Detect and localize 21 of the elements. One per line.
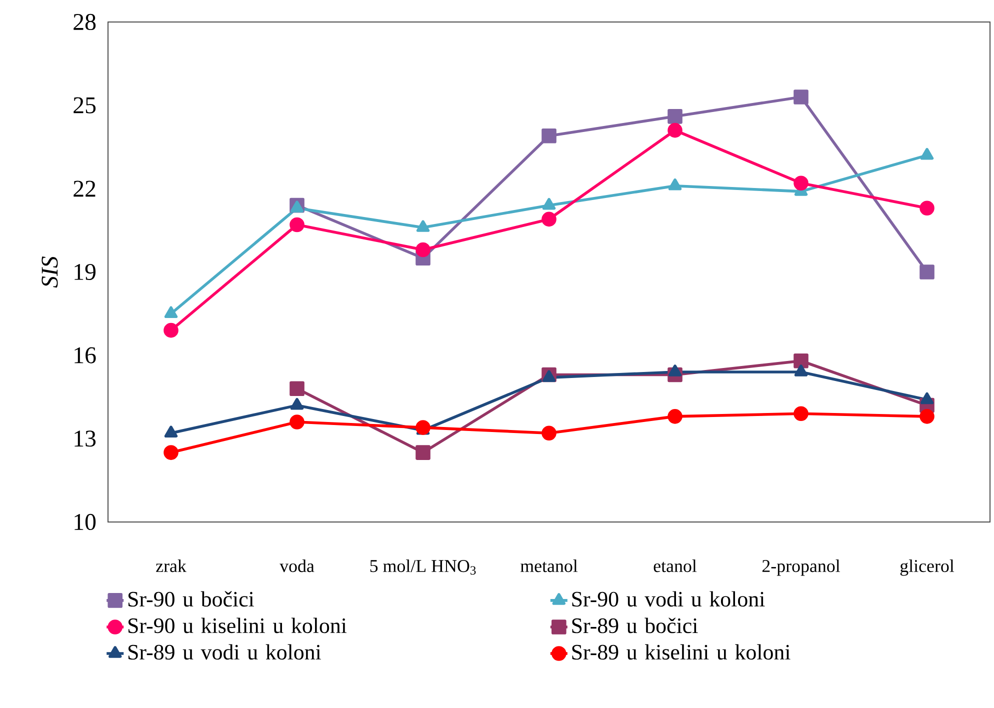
- x-tick-label: 5 mol/L HNO$_{3}$: [370, 559, 476, 575]
- legend-label: Sr-89 u bočici: [572, 618, 698, 634]
- x-tick-label: glicerol: [900, 559, 954, 576]
- legend-label: Sr-90 u vodi u koloni: [572, 591, 765, 607]
- legend-label: Sr-90 u bočici: [128, 591, 254, 607]
- x-tick-label: etanol: [654, 559, 697, 572]
- y-tick-label: 19: [74, 264, 96, 280]
- y-tick-label: 25: [74, 97, 96, 114]
- y-tick-label: 10: [74, 514, 96, 530]
- y-tick-label: 13: [74, 430, 96, 447]
- y-tick-label: 22: [74, 180, 96, 197]
- legend-label: Sr-89 u vodi u koloni: [128, 644, 321, 660]
- legend-label: Sr-89 u kiselini u koloni: [572, 644, 790, 660]
- x-tick-label: zrak: [156, 559, 186, 572]
- legend-label: Sr-90 u kiselini u koloni: [128, 618, 347, 634]
- y-axis-title: SIS: [42, 256, 58, 288]
- y-tick-label: 16: [74, 347, 96, 364]
- x-tick-label: 2-propanol: [762, 559, 840, 576]
- y-tick-label: 28: [74, 14, 96, 30]
- x-tick-label: voda: [280, 559, 314, 572]
- x-tick-label: metanol: [520, 559, 578, 572]
